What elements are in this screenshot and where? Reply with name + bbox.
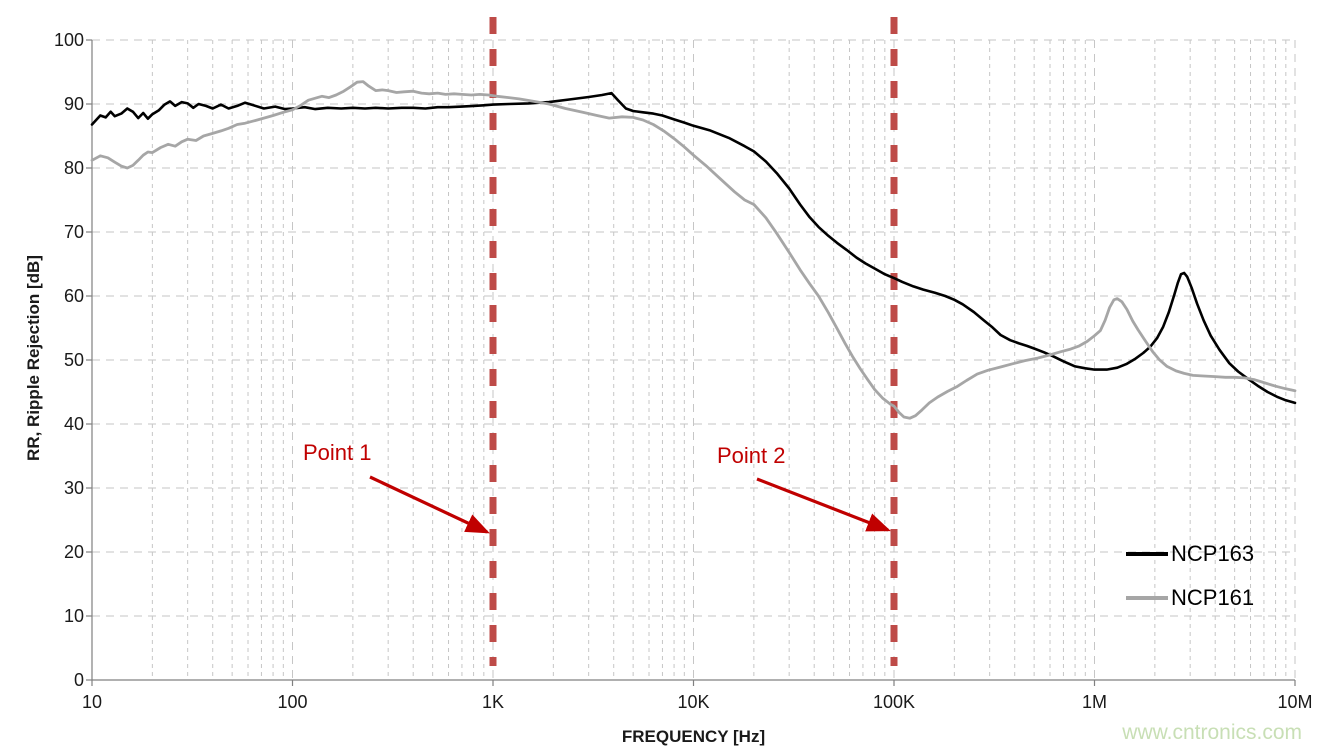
x-tick-label-100: 100 [277,692,308,712]
y-tick-label-50: 50 [63,350,84,370]
ncp161-line-swatch [1126,596,1168,600]
point-2-arrow [756,477,891,532]
x-tick-label-10K: 10K [677,692,710,712]
x-axis-title: FREQUENCY [Hz] [621,727,766,746]
series-curve-ncp163 [90,91,1297,405]
legend-item-ncp163: NCP163 [1126,532,1254,576]
watermark: www.cntronics.com [1122,721,1302,744]
y-tick-label-60: 60 [63,286,84,306]
y-tick-label-40: 40 [63,414,84,434]
x-tick-label-1M: 1M [1081,692,1107,712]
y-tick-label-20: 20 [63,542,84,562]
legend-item-ncp161: NCP161 [1126,576,1254,620]
y-tick-label-90: 90 [63,94,84,114]
legend: NCP163 NCP161 [1126,532,1254,620]
legend-label-ncp163: NCP163 [1171,541,1255,566]
x-tick-label-100K: 100K [872,692,916,712]
point-1-arrow [369,475,490,534]
y-tick-label-10: 10 [63,606,84,626]
x-tick-label-10M: 10M [1277,692,1313,712]
series-curve-ncp161 [90,80,1297,420]
y-tick-label-0: 0 [73,670,84,690]
ncp163-line-swatch [1126,552,1168,556]
y-tick-label-100: 100 [53,30,84,50]
annotation-point-1: Point 1 [303,440,372,465]
x-tick-label-1K: 1K [481,692,505,712]
annotation-point-2: Point 2 [717,443,786,468]
y-tick-label-70: 70 [63,222,84,242]
y-tick-label-30: 30 [63,478,84,498]
x-tick-label-10: 10 [81,692,103,712]
legend-label-ncp161: NCP161 [1171,585,1255,610]
y-tick-label-80: 80 [63,158,84,178]
